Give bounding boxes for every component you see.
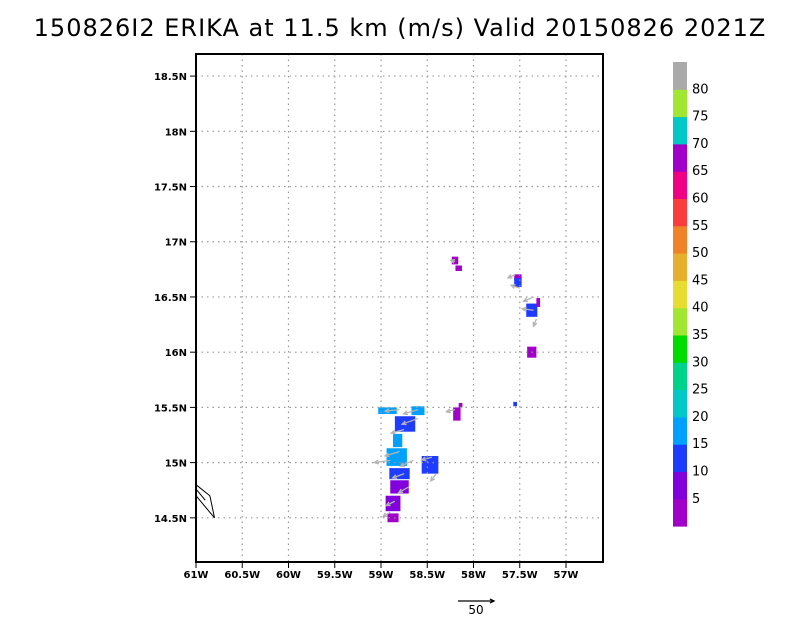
x-tick-label: 58W xyxy=(461,570,486,581)
y-tick-label: 16N xyxy=(165,348,187,359)
y-tick-label: 17N xyxy=(165,238,187,249)
wind-cell xyxy=(514,274,522,280)
x-tick-label: 59W xyxy=(369,570,394,581)
wind-cell xyxy=(453,407,461,421)
coastline-segment xyxy=(195,488,206,501)
y-tick-label: 18N xyxy=(165,127,187,138)
reference-vector-label: 50 xyxy=(468,603,483,617)
wind-vector xyxy=(402,408,419,416)
colorbar-swatch xyxy=(673,444,687,472)
x-tick-label: 57W xyxy=(554,570,579,581)
wind-cell xyxy=(455,265,462,272)
wind-vector xyxy=(522,296,534,303)
colorbar-swatch xyxy=(673,143,687,172)
x-tick-label: 58.5W xyxy=(409,570,445,581)
colorbar-swatch xyxy=(673,307,687,336)
wind-cell xyxy=(393,433,403,448)
colorbar-swatch xyxy=(673,416,687,445)
colorbar: 5 10 15 20 25 30 35 40 45 50 55 60 65 70 75 80 xyxy=(673,62,709,527)
colorbar-swatch xyxy=(673,471,687,500)
colorbar-swatch xyxy=(673,116,687,145)
wind-cell xyxy=(513,401,517,407)
wind-vector xyxy=(420,456,433,462)
wind-vector xyxy=(509,284,520,289)
reference-arrow xyxy=(458,598,496,604)
colorbar-swatch xyxy=(673,253,687,281)
wind-vector xyxy=(506,273,516,279)
colorbar-swatch xyxy=(673,389,687,418)
colorbar-label: 25 xyxy=(692,383,709,398)
colorbar-swatch xyxy=(673,171,687,199)
colorbar-swatch xyxy=(673,62,687,90)
wind-cell xyxy=(387,513,399,523)
grid-lines xyxy=(196,54,603,562)
chart-title: 150826I2 ERIKA at 11.5 km (m/s) Valid 20… xyxy=(33,14,767,42)
wind-vector xyxy=(449,258,456,264)
coastline-segment xyxy=(195,484,215,519)
wind-cell xyxy=(458,402,463,408)
plot-frame xyxy=(195,53,604,563)
colorbar-label: 35 xyxy=(692,328,709,343)
colorbar-label: 75 xyxy=(692,110,709,125)
x-tick-label: 60W xyxy=(276,570,301,581)
colorbar-swatch xyxy=(673,280,687,309)
reference-vector: 50 xyxy=(458,598,496,617)
wind-vector xyxy=(372,459,391,465)
colorbar-swatch xyxy=(673,498,687,527)
colorbar-label: 5 xyxy=(692,492,700,507)
wind-vector xyxy=(384,500,396,507)
wind-vector xyxy=(399,459,414,467)
colorbar-label: 20 xyxy=(692,410,709,425)
colorbar-label: 50 xyxy=(692,246,709,261)
wind-cell xyxy=(389,468,410,480)
colorbar-swatch xyxy=(673,335,687,363)
y-axis-ticks: 14.5N 15N 15.5N 16N 16.5N 17N 17.5N 18N 18.5N xyxy=(154,72,196,525)
wind-cell xyxy=(514,278,522,288)
colorbar-swatch xyxy=(673,225,687,254)
colorbar-label: 15 xyxy=(692,437,709,452)
y-tick-label: 16.5N xyxy=(154,293,187,304)
wind-vectors xyxy=(372,258,538,518)
colorbar-label: 65 xyxy=(692,164,709,179)
colorbar-label: 70 xyxy=(692,137,709,152)
colorbar-swatch xyxy=(673,89,687,118)
x-tick-label: 59.5W xyxy=(317,570,353,581)
wind-vector xyxy=(429,473,438,483)
colorbar-label: 40 xyxy=(692,301,709,316)
y-tick-label: 14.5N xyxy=(154,514,187,525)
colorbar-label: 60 xyxy=(692,192,709,207)
x-tick-label: 60.5W xyxy=(224,570,260,581)
wind-vector xyxy=(381,511,391,518)
colorbar-label: 80 xyxy=(692,82,709,97)
colorbar-label: 55 xyxy=(692,219,709,234)
wind-vector xyxy=(383,450,400,458)
wind-vector xyxy=(391,473,405,480)
wind-vector xyxy=(532,318,538,328)
coastline xyxy=(195,484,215,519)
x-tick-label: 57.5W xyxy=(502,570,538,581)
wind-vector xyxy=(397,486,410,494)
y-tick-label: 17.5N xyxy=(154,183,187,194)
wind-vector xyxy=(383,408,400,414)
colorbar-label: 45 xyxy=(692,273,709,288)
wind-vector xyxy=(400,417,419,426)
wind-cell xyxy=(411,406,425,416)
x-tick-label: 61W xyxy=(184,570,209,581)
y-tick-label: 15N xyxy=(165,459,187,470)
wind-vector xyxy=(444,408,456,414)
wind-cell xyxy=(386,448,407,466)
y-tick-label: 18.5N xyxy=(154,72,187,83)
wind-cell xyxy=(451,256,459,265)
colorbar-label: 30 xyxy=(692,355,709,370)
x-axis-ticks: 61W 60.5W 60W 59.5W 59W 58.5W 58W 57.5W 57W xyxy=(184,562,579,581)
colorbar-swatch xyxy=(673,198,687,227)
wind-vector xyxy=(520,306,534,312)
colorbar-label: 10 xyxy=(692,465,709,480)
wind-cell xyxy=(385,495,401,512)
wind-cell xyxy=(536,298,541,307)
y-tick-label: 15.5N xyxy=(154,403,187,414)
colorbar-swatch xyxy=(673,362,687,391)
wind-vector xyxy=(389,428,405,435)
